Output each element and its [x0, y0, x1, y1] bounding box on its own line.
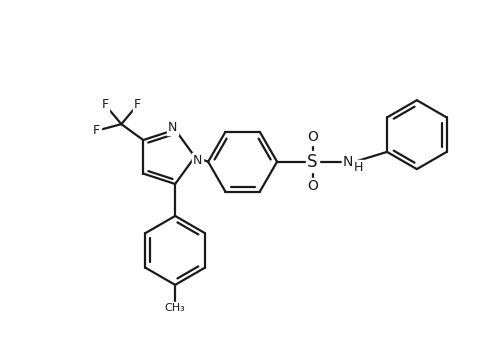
Text: N: N	[343, 155, 353, 169]
Text: F: F	[93, 124, 100, 137]
Text: O: O	[307, 130, 318, 144]
Text: N: N	[168, 121, 177, 134]
Text: F: F	[102, 98, 108, 111]
Text: O: O	[307, 179, 318, 193]
Text: N: N	[192, 154, 202, 167]
Text: CH₃: CH₃	[165, 303, 186, 313]
Text: H: H	[354, 161, 364, 174]
Text: S: S	[308, 153, 318, 171]
Text: F: F	[134, 98, 141, 111]
